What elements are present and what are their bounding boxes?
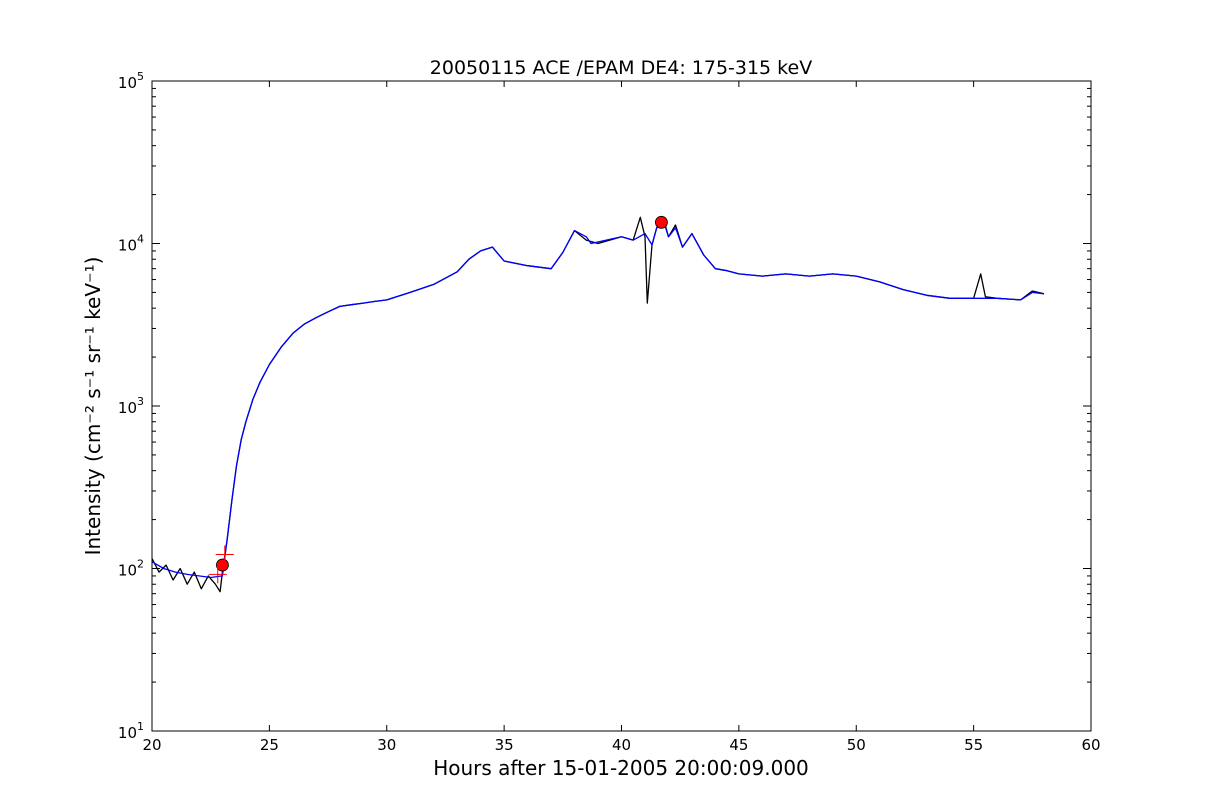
marker-plus-3 — [215, 545, 234, 564]
marker-circle-2 — [655, 215, 668, 229]
y-axis: 101 102 103 104 105 — [118, 70, 1091, 742]
chart-title: 20050115 ACE /EPAM DE4: 175-315 keV — [430, 57, 812, 79]
y-axis-label: Intensity (cm⁻² s⁻¹ sr⁻¹ keV⁻¹) — [81, 257, 105, 556]
y-tick-label: 103 — [118, 395, 144, 417]
marker-layer — [208, 215, 668, 584]
x-tick-label: 55 — [964, 736, 983, 754]
x-tick-label: 30 — [377, 736, 396, 754]
x-tick-label: 45 — [729, 736, 748, 754]
marker-plus-4 — [208, 565, 227, 584]
x-tick-label: 50 — [847, 736, 866, 754]
x-tick-label: 25 — [260, 736, 279, 754]
y-tick-label: 102 — [118, 558, 144, 580]
y-tick-label: 105 — [118, 70, 144, 92]
y-tick-label: 101 — [118, 720, 144, 742]
plot-area — [152, 215, 1045, 593]
series-line-2 — [152, 221, 1045, 579]
series-layer — [152, 216, 1045, 593]
x-tick-label: 20 — [142, 736, 161, 754]
marker-circle-1 — [216, 558, 229, 572]
y-tick-label: 104 — [118, 233, 144, 255]
x-axis: 20 25 30 35 40 45 50 55 60 — [142, 81, 1101, 754]
x-tick-label: 35 — [495, 736, 514, 754]
x-tick-label: 60 — [1081, 736, 1100, 754]
x-axis-label: Hours after 15-01-2005 20:00:09.000 — [433, 756, 809, 780]
x-tick-label: 40 — [612, 736, 631, 754]
